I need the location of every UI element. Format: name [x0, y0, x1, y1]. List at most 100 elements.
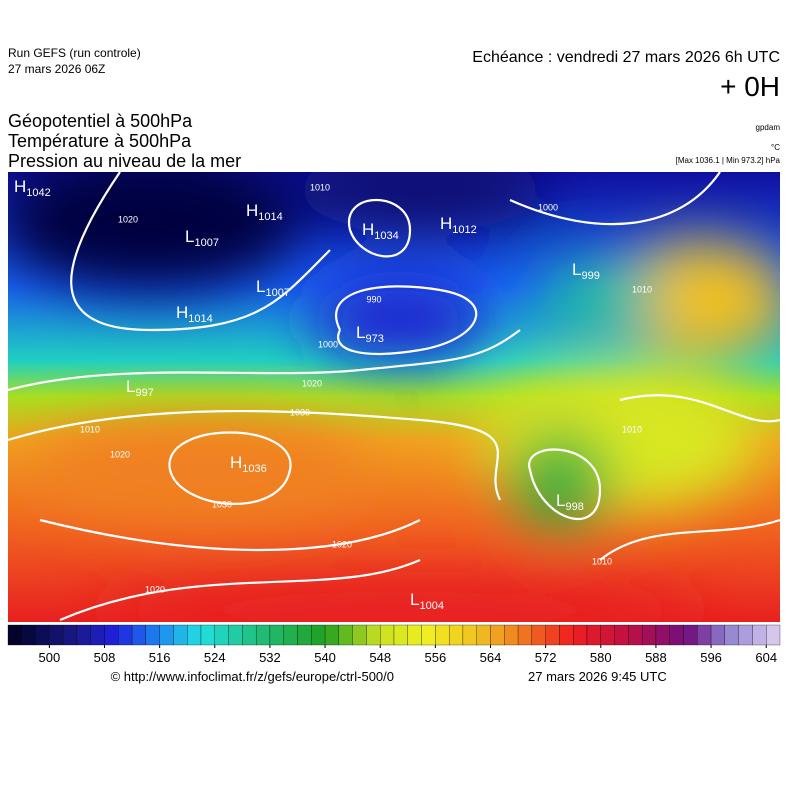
colorbar-swatch — [393, 624, 408, 646]
colorbar-swatch — [76, 624, 91, 646]
center-letter: H — [230, 453, 242, 472]
map — [8, 172, 780, 622]
isobar-label: 1030 — [290, 407, 310, 417]
colorbar-swatch — [352, 624, 367, 646]
center-value: 1042 — [26, 187, 50, 199]
center-value: 998 — [565, 501, 583, 513]
colorbar-swatch — [586, 624, 601, 646]
colorbar-swatch — [145, 624, 160, 646]
isobar-label: 1020 — [302, 378, 322, 388]
center-value: 973 — [365, 333, 383, 345]
isobar-label: 1010 — [622, 424, 642, 434]
center-letter: H — [440, 214, 452, 233]
colorbar-swatch — [448, 624, 464, 646]
isobar-label: 1030 — [212, 499, 232, 509]
pressure-center: H1042 — [14, 177, 51, 199]
colorbar-swatch — [738, 624, 753, 646]
center-value: 1034 — [374, 230, 398, 242]
unit: [Max 1036.1 | Min 973.2] hPa — [676, 156, 781, 165]
center-letter: L — [410, 590, 419, 609]
colorbar-tick-label: 580 — [590, 650, 612, 665]
colorbar-swatch — [655, 624, 670, 646]
colorbar-tick-label: 556 — [425, 650, 447, 665]
colorbar-swatch — [214, 624, 229, 646]
colorbar-swatch — [614, 624, 629, 646]
colorbar-swatch — [200, 624, 215, 646]
center-letter: H — [176, 303, 188, 322]
colorbar-swatch — [559, 624, 574, 646]
center-letter: L — [126, 377, 135, 396]
unit: °C — [771, 143, 780, 152]
pressure-center: L1007 — [256, 277, 290, 299]
colorbar-swatch — [462, 624, 477, 646]
colorbar-swatch — [90, 624, 105, 646]
colorbar-tick-label: 604 — [755, 650, 777, 665]
isobar-label: 1020 — [110, 449, 130, 459]
pressure-center: L1007 — [185, 227, 219, 249]
colorbar-tick-label: 500 — [39, 650, 61, 665]
colorbar-swatch — [641, 624, 657, 646]
colorbar-swatch — [159, 624, 174, 646]
isobar-label: 1010 — [80, 424, 100, 434]
center-value: 999 — [581, 270, 599, 282]
colorbar-swatch — [35, 624, 50, 646]
colorbar-swatch — [187, 624, 202, 646]
colorbar-swatch — [421, 624, 436, 646]
colorbar-swatch — [380, 624, 395, 646]
timestamp: 27 mars 2026 9:45 UTC — [528, 669, 667, 684]
pressure-center: H1012 — [440, 214, 477, 236]
isobar-label: 1020 — [118, 214, 138, 224]
field: Température à 500hPa — [8, 131, 192, 151]
center-value: 1012 — [452, 224, 476, 236]
colorbar-tick-label: 548 — [369, 650, 391, 665]
field: Géopotentiel à 500hPa — [8, 111, 193, 131]
center-value: 997 — [135, 387, 153, 399]
colorbar-swatch — [490, 624, 505, 646]
center-value: 1007 — [194, 237, 218, 249]
colorbar-swatch — [7, 624, 22, 646]
pressure-center: L1004 — [410, 590, 444, 612]
colorbar-swatch — [683, 624, 698, 646]
colorbar-swatch — [21, 624, 36, 646]
colorbar-swatch — [752, 624, 767, 646]
field: Pression au niveau de la mer — [8, 151, 241, 171]
center-letter: L — [256, 277, 265, 296]
isobar-label: 1010 — [310, 182, 330, 192]
pressure-center: H1014 — [176, 303, 213, 325]
colorbar-tick-label: 596 — [700, 650, 722, 665]
colorbar-tick-label: 540 — [314, 650, 336, 665]
isobar-label: 1000 — [538, 202, 558, 212]
colorbar-swatch — [697, 624, 712, 646]
center-letter: H — [362, 220, 374, 239]
colorbar-swatch — [724, 624, 739, 646]
center-value: 1007 — [265, 287, 289, 299]
center-value: 1014 — [188, 313, 212, 325]
pressure-center: H1036 — [230, 453, 267, 475]
center-value: 1036 — [242, 463, 266, 475]
colorbar-swatch — [545, 624, 560, 646]
center-value: 1004 — [419, 600, 443, 612]
colorbar-tick-label: 516 — [149, 650, 171, 665]
colorbar-tick-label: 564 — [480, 650, 502, 665]
center-letter: L — [556, 491, 565, 510]
colorbar-tick-label: 524 — [204, 650, 226, 665]
colorbar-swatch — [338, 624, 353, 646]
isobar-label: 1020 — [332, 539, 352, 549]
colorbar-swatch — [476, 624, 491, 646]
colorbar-swatch — [283, 624, 298, 646]
isobar-label: 1010 — [592, 556, 612, 566]
center-letter: L — [356, 323, 365, 342]
colorbar-swatch — [49, 624, 64, 646]
colorbar-swatch — [242, 624, 257, 646]
source: © http://www.infoclimat.fr/z/gefs/europe… — [111, 669, 394, 684]
isobar-label: 1000 — [318, 339, 338, 349]
colorbar-swatch — [297, 624, 312, 646]
colorbar-swatch — [766, 624, 781, 646]
pressure-center: L973 — [356, 323, 384, 345]
colorbar-swatch — [517, 624, 533, 646]
echeance: Echéance : vendredi 27 mars 2026 6h UTC — [472, 49, 780, 66]
pressure-center: L999 — [572, 260, 600, 282]
colorbar-swatch — [269, 624, 284, 646]
colorbar-tick-label: 572 — [535, 650, 557, 665]
